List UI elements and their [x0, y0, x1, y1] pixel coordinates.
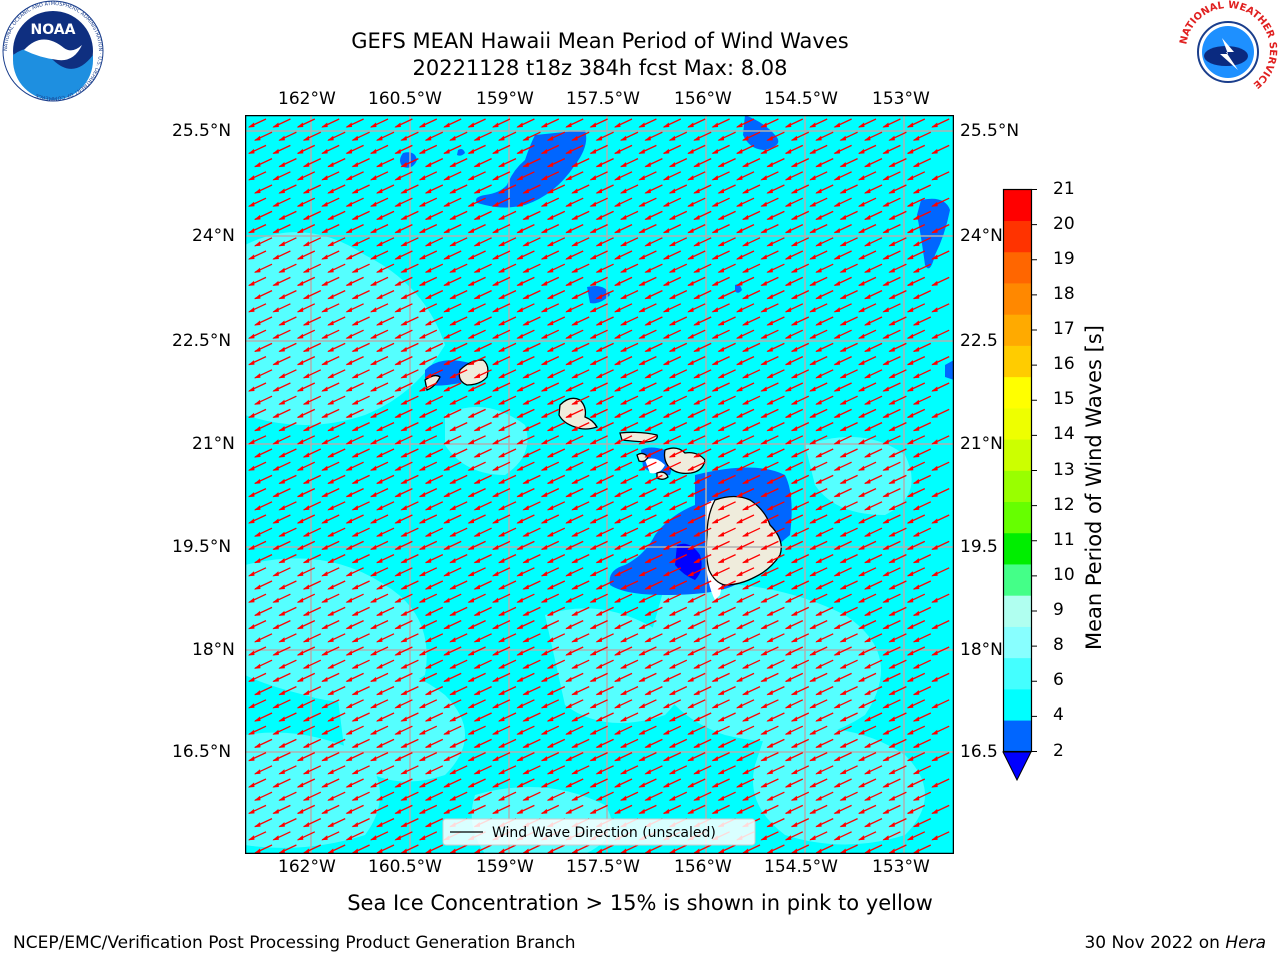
colorbar	[1000, 185, 1040, 785]
colorbar-tick-label: 10	[1053, 564, 1075, 585]
lat-label-left: 18°N	[192, 640, 235, 660]
lon-label-top: 153°W	[872, 89, 930, 109]
colorbar-graphic	[1002, 188, 1037, 782]
colorbar-band	[1003, 470, 1032, 503]
colorbar-band	[1003, 720, 1032, 752]
lat-label-right: 19.5	[960, 537, 998, 557]
noaa-logo-graphic: NOAA NATIONAL OCEANIC AND ATMOSPHERIC AD…	[2, 0, 104, 102]
lat-label-left: 19.5°N	[172, 537, 232, 557]
lat-label-right: 21°N	[960, 434, 1003, 454]
lon-label-top: 160.5°W	[368, 89, 442, 109]
colorbar-band	[1003, 501, 1032, 534]
lon-label-bottom: 153°W	[872, 857, 930, 877]
period-below-2-shading	[675, 543, 702, 580]
island-molokai	[619, 431, 658, 443]
colorbar-band	[1003, 345, 1032, 378]
colorbar-tick-label: 2	[1053, 740, 1064, 761]
colorbar-tick-label: 19	[1053, 248, 1075, 269]
lat-label-right: 16.5	[960, 742, 998, 762]
lat-label-left: 24°N	[192, 226, 235, 246]
lat-label-right: 25.5°N	[960, 121, 1020, 141]
colorbar-band	[1003, 408, 1032, 440]
footer-date: 30 Nov 2022 on Hera	[1084, 933, 1266, 953]
lon-label-bottom: 154.5°W	[764, 857, 838, 877]
map-legend: Wind Wave Direction (unscaled)	[442, 818, 756, 846]
colorbar-tick-label: 16	[1053, 354, 1075, 375]
lon-label-bottom: 159°W	[476, 857, 534, 877]
colorbar-tick-label: 13	[1053, 459, 1075, 480]
lon-label-bottom: 156°W	[674, 857, 732, 877]
colorbar-tick-label: 9	[1053, 600, 1064, 620]
footer-date-text: 30 Nov 2022 on	[1084, 933, 1226, 953]
colorbar-band	[1003, 657, 1032, 690]
colorbar-tick-label: 18	[1053, 283, 1075, 304]
colorbar-tick-label: 6	[1053, 670, 1064, 691]
colorbar-band	[1003, 283, 1032, 315]
lat-label-left: 25.5°N	[172, 121, 232, 141]
lon-label-top: 154.5°W	[764, 89, 838, 109]
colorbar-tick-label: 17	[1053, 319, 1075, 339]
footer-machine: Hera	[1225, 933, 1266, 953]
lon-label-top: 156°W	[674, 89, 732, 109]
island-oahu	[558, 397, 598, 430]
colorbar-tick-label: 15	[1053, 389, 1075, 410]
colorbar-under-extension	[1002, 751, 1032, 782]
colorbar-band	[1003, 314, 1032, 346]
colorbar-band	[1003, 439, 1032, 471]
colorbar-tick-label: 11	[1053, 529, 1075, 550]
map-frame	[245, 115, 954, 854]
lon-label-top: 162°W	[278, 89, 336, 109]
legend-label: Wind Wave Direction (unscaled)	[492, 825, 716, 841]
map-canvas: Wind Wave Direction (unscaled)	[245, 115, 954, 854]
map-panel[interactable]: Wind Wave Direction (unscaled)	[245, 115, 954, 854]
colorbar-label: Mean Period of Wind Waves [s]	[1082, 325, 1106, 650]
sea-ice-note: Sea Ice Concentration > 15% is shown in …	[347, 891, 933, 915]
footer-branch: NCEP/EMC/Verification Post Processing Pr…	[13, 933, 576, 953]
lon-label-bottom: 162°W	[278, 857, 336, 877]
colorbar-band	[1003, 564, 1032, 596]
lat-label-left: 22.5°N	[172, 331, 232, 351]
colorbar-band	[1003, 376, 1032, 409]
colorbar-band	[1003, 220, 1032, 253]
lat-label-right: 24°N	[960, 226, 1003, 246]
colorbar-tick-label: 14	[1053, 424, 1075, 445]
colorbar-tick-label: 21	[1053, 178, 1075, 199]
colorbar-band	[1003, 251, 1032, 284]
colorbar-tick-label: 12	[1053, 494, 1075, 515]
noaa-logo: NOAA NATIONAL OCEANIC AND ATMOSPHERIC AD…	[2, 0, 104, 102]
colorbar-tick-label: 20	[1053, 213, 1075, 234]
map-subtitle: 20221128 t18z 384h fcst Max: 8.08	[412, 56, 788, 80]
map-title: GEFS MEAN Hawaii Mean Period of Wind Wav…	[351, 29, 849, 53]
colorbar-tick-label: 8	[1053, 635, 1064, 656]
island-lanai	[636, 452, 649, 463]
nws-logo: NATIONAL WEATHER SERVICE	[1178, 0, 1278, 100]
colorbar-band	[1003, 595, 1032, 627]
lon-label-bottom: 157.5°W	[566, 857, 640, 877]
lat-label-left: 21°N	[192, 434, 235, 454]
lon-label-bottom: 160.5°W	[368, 857, 442, 877]
colorbar-band	[1003, 189, 1032, 222]
lat-label-right: 18°N	[960, 640, 1003, 660]
lat-label-right: 22.5	[960, 331, 998, 351]
colorbar-band	[1003, 626, 1032, 659]
noaa-logo-text: NOAA	[31, 22, 76, 38]
lon-label-top: 159°W	[476, 89, 534, 109]
colorbar-band	[1003, 689, 1032, 721]
lat-label-left: 16.5°N	[172, 742, 232, 762]
nws-logo-graphic: NATIONAL WEATHER SERVICE	[1178, 0, 1278, 98]
colorbar-band	[1003, 532, 1032, 565]
colorbar-tick-label: 4	[1053, 705, 1064, 726]
lon-label-top: 157.5°W	[566, 89, 640, 109]
